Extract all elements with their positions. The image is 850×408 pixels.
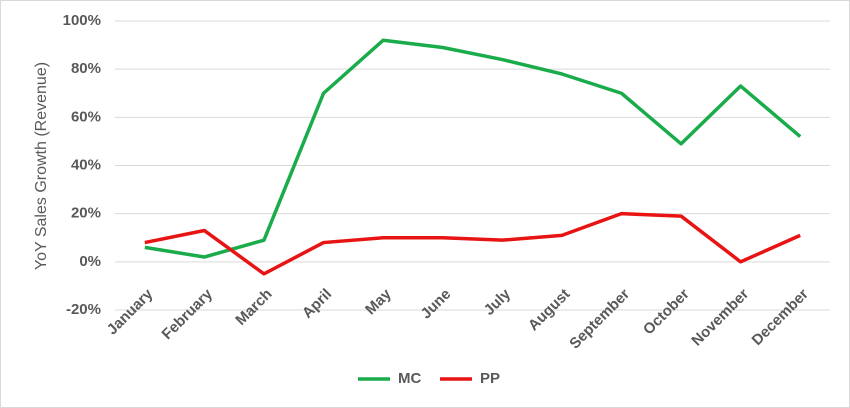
y-tick-label: 80% xyxy=(71,60,101,77)
y-tick-label: 0% xyxy=(79,253,101,270)
legend-label: MC xyxy=(398,370,421,387)
y-tick-label: 60% xyxy=(71,108,101,125)
y-tick-label: -20% xyxy=(66,301,101,318)
y-axis-label: YoY Sales Growth (Revenue) xyxy=(33,62,50,270)
y-tick-label: 40% xyxy=(71,156,101,173)
legend-label: PP xyxy=(480,370,500,387)
data-line xyxy=(144,38,802,259)
y-tick-label: 20% xyxy=(71,205,101,222)
data-line xyxy=(144,211,801,276)
y-tick-label: 100% xyxy=(63,12,101,29)
